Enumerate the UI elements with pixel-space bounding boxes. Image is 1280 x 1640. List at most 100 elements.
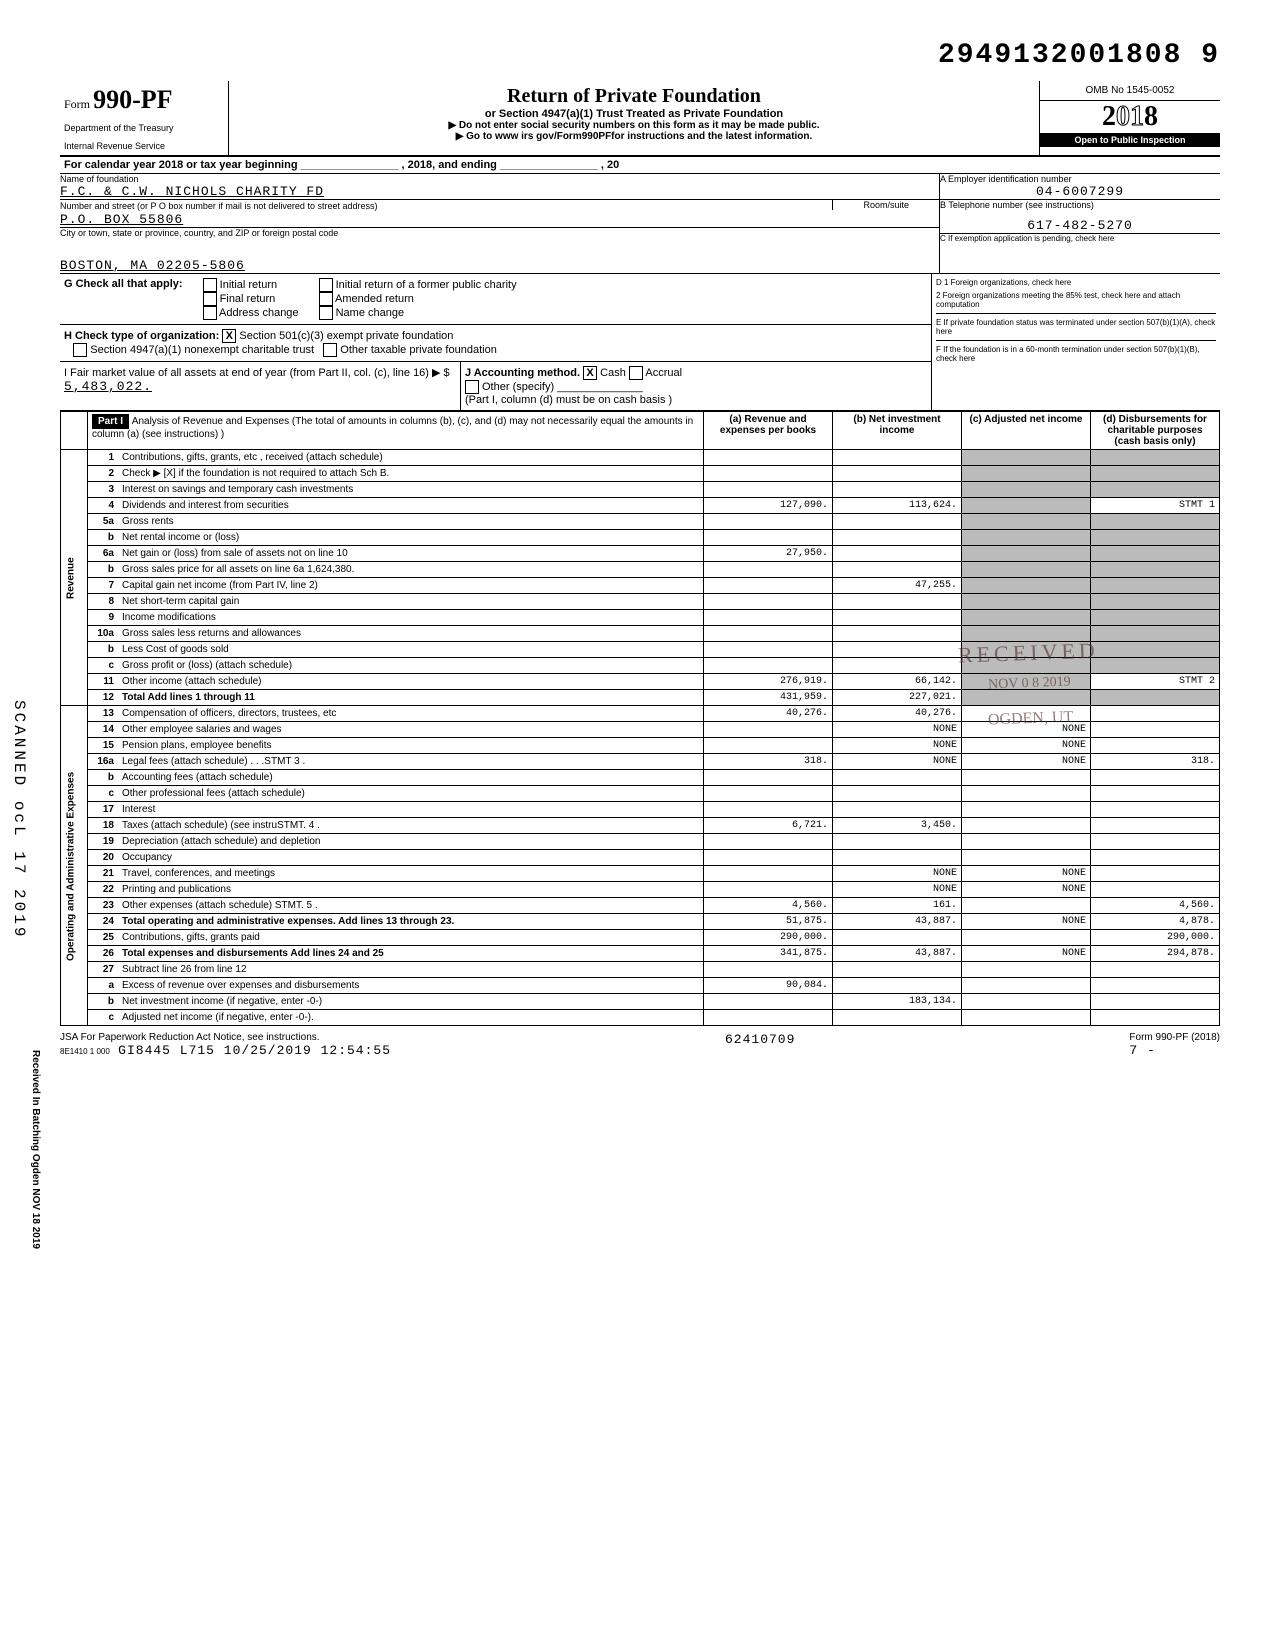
chk-other-acct[interactable]: [465, 380, 479, 394]
table-row: 16aLegal fees (attach schedule) . . .STM…: [61, 754, 1220, 770]
amount-cell: [833, 962, 962, 978]
footer-timestamp: GI8445 L715 10/25/2019 12:54:55: [118, 1043, 391, 1058]
line-no: 15: [88, 738, 119, 754]
chk-accrual[interactable]: [629, 366, 643, 380]
line-no: 21: [88, 866, 119, 882]
amount-cell: 431,959.: [704, 690, 833, 706]
amount-cell: [962, 450, 1091, 466]
amount-cell: [1091, 994, 1220, 1010]
chk-namechg[interactable]: [319, 306, 333, 320]
table-row: 6aNet gain or (loss) from sale of assets…: [61, 546, 1220, 562]
chk-amended[interactable]: [319, 292, 333, 306]
amount-cell: 90,084.: [704, 978, 833, 994]
chk-addr[interactable]: [203, 306, 217, 320]
amount-cell: [704, 786, 833, 802]
amount-cell: [704, 594, 833, 610]
amount-cell: [962, 498, 1091, 514]
table-row: 8Net short-term capital gain: [61, 594, 1220, 610]
amount-cell: [833, 482, 962, 498]
amount-cell: NONE: [962, 738, 1091, 754]
table-row: 18Taxes (attach schedule) (see instruSTM…: [61, 818, 1220, 834]
line-desc: Travel, conferences, and meetings: [118, 866, 704, 882]
table-row: aExcess of revenue over expenses and dis…: [61, 978, 1220, 994]
chk-4947[interactable]: [73, 343, 87, 357]
amount-cell: [833, 786, 962, 802]
amount-cell: [962, 578, 1091, 594]
received-stamp: RECEIVED NOV 0 8 2019 OGDEN, UT: [958, 638, 1102, 731]
form-label: Form: [64, 97, 90, 111]
amount-cell: [704, 722, 833, 738]
amount-cell: NONE: [962, 866, 1091, 882]
amount-cell: 4,560.: [1091, 898, 1220, 914]
line-desc: Adjusted net income (if negative, enter …: [118, 1010, 704, 1026]
amount-cell: [704, 834, 833, 850]
amount-cell: [704, 450, 833, 466]
table-row: 23Other expenses (attach schedule) STMT.…: [61, 898, 1220, 914]
line-no: 10a: [88, 626, 119, 642]
amount-cell: [1091, 850, 1220, 866]
col-d: (d) Disbursements for charitable purpose…: [1091, 412, 1220, 450]
name-label: Name of foundation: [60, 174, 939, 184]
line-no: 3: [88, 482, 119, 498]
amount-cell: [833, 514, 962, 530]
footer-num: 62410709: [725, 1032, 795, 1058]
chk-initial[interactable]: [203, 278, 217, 292]
form-subtitle: or Section 4947(a)(1) Trust Treated as P…: [237, 108, 1031, 120]
chk-other-tax[interactable]: [323, 343, 337, 357]
line-desc: Total expenses and disbursements Add lin…: [118, 946, 704, 962]
amount-cell: [1091, 482, 1220, 498]
chk-501c3[interactable]: X: [222, 329, 236, 343]
omb: OMB No 1545-0052: [1040, 81, 1220, 101]
side-revenue: Revenue: [61, 450, 88, 706]
amount-cell: [833, 850, 962, 866]
line-desc: Other employee salaries and wages: [118, 722, 704, 738]
chk-final[interactable]: [203, 292, 217, 306]
e-label: E If private foundation status was termi…: [936, 313, 1216, 336]
amount-cell: [1091, 818, 1220, 834]
amount-cell: [833, 834, 962, 850]
amount-cell: [1091, 514, 1220, 530]
line-no: 19: [88, 834, 119, 850]
amount-cell: 318.: [1091, 754, 1220, 770]
table-row: 21Travel, conferences, and meetings NONEN…: [61, 866, 1220, 882]
col-b: (b) Net investment income: [833, 412, 962, 450]
amount-cell: 290,000.: [1091, 930, 1220, 946]
amount-cell: [704, 610, 833, 626]
amount-cell: 47,255.: [833, 578, 962, 594]
amount-cell: [1091, 658, 1220, 674]
line-no: 16a: [88, 754, 119, 770]
line-no: 9: [88, 610, 119, 626]
table-row: 27Subtract line 26 from line 12: [61, 962, 1220, 978]
amount-cell: [1091, 738, 1220, 754]
dept1: Department of the Treasury: [64, 123, 224, 133]
line-desc: Gross sales less returns and allowances: [118, 626, 704, 642]
line-no: 26: [88, 946, 119, 962]
line-no: b: [88, 642, 119, 658]
line-desc: Accounting fees (attach schedule): [118, 770, 704, 786]
line-desc: Check ▶ [X] if the foundation is not req…: [118, 466, 704, 482]
amount-cell: [704, 642, 833, 658]
table-row: 15Pension plans, employee benefitsNONENO…: [61, 738, 1220, 754]
city: BOSTON, MA 02205-5806: [60, 258, 939, 273]
amount-cell: [962, 802, 1091, 818]
table-row: 25Contributions, gifts, grants paid290,0…: [61, 930, 1220, 946]
amount-cell: [704, 882, 833, 898]
line-desc: Capital gain net income (from Part IV, l…: [118, 578, 704, 594]
chk-former[interactable]: [319, 278, 333, 292]
dln: 2949132001808 9: [938, 40, 1220, 71]
amount-cell: NONE: [833, 754, 962, 770]
footer-form: Form 990-PF (2018): [1129, 1032, 1220, 1043]
amount-cell: NONE: [833, 866, 962, 882]
line-desc: Income modifications: [118, 610, 704, 626]
amount-cell: 113,624.: [833, 498, 962, 514]
amount-cell: 341,875.: [704, 946, 833, 962]
amount-cell: 43,887.: [833, 914, 962, 930]
amount-cell: [962, 994, 1091, 1010]
amount-cell: 290,000.: [704, 930, 833, 946]
line-no: 27: [88, 962, 119, 978]
amount-cell: [833, 546, 962, 562]
chk-cash[interactable]: X: [583, 366, 597, 380]
amount-cell: [704, 994, 833, 1010]
c-label: C If exemption application is pending, c…: [940, 233, 1220, 243]
line-desc: Net rental income or (loss): [118, 530, 704, 546]
